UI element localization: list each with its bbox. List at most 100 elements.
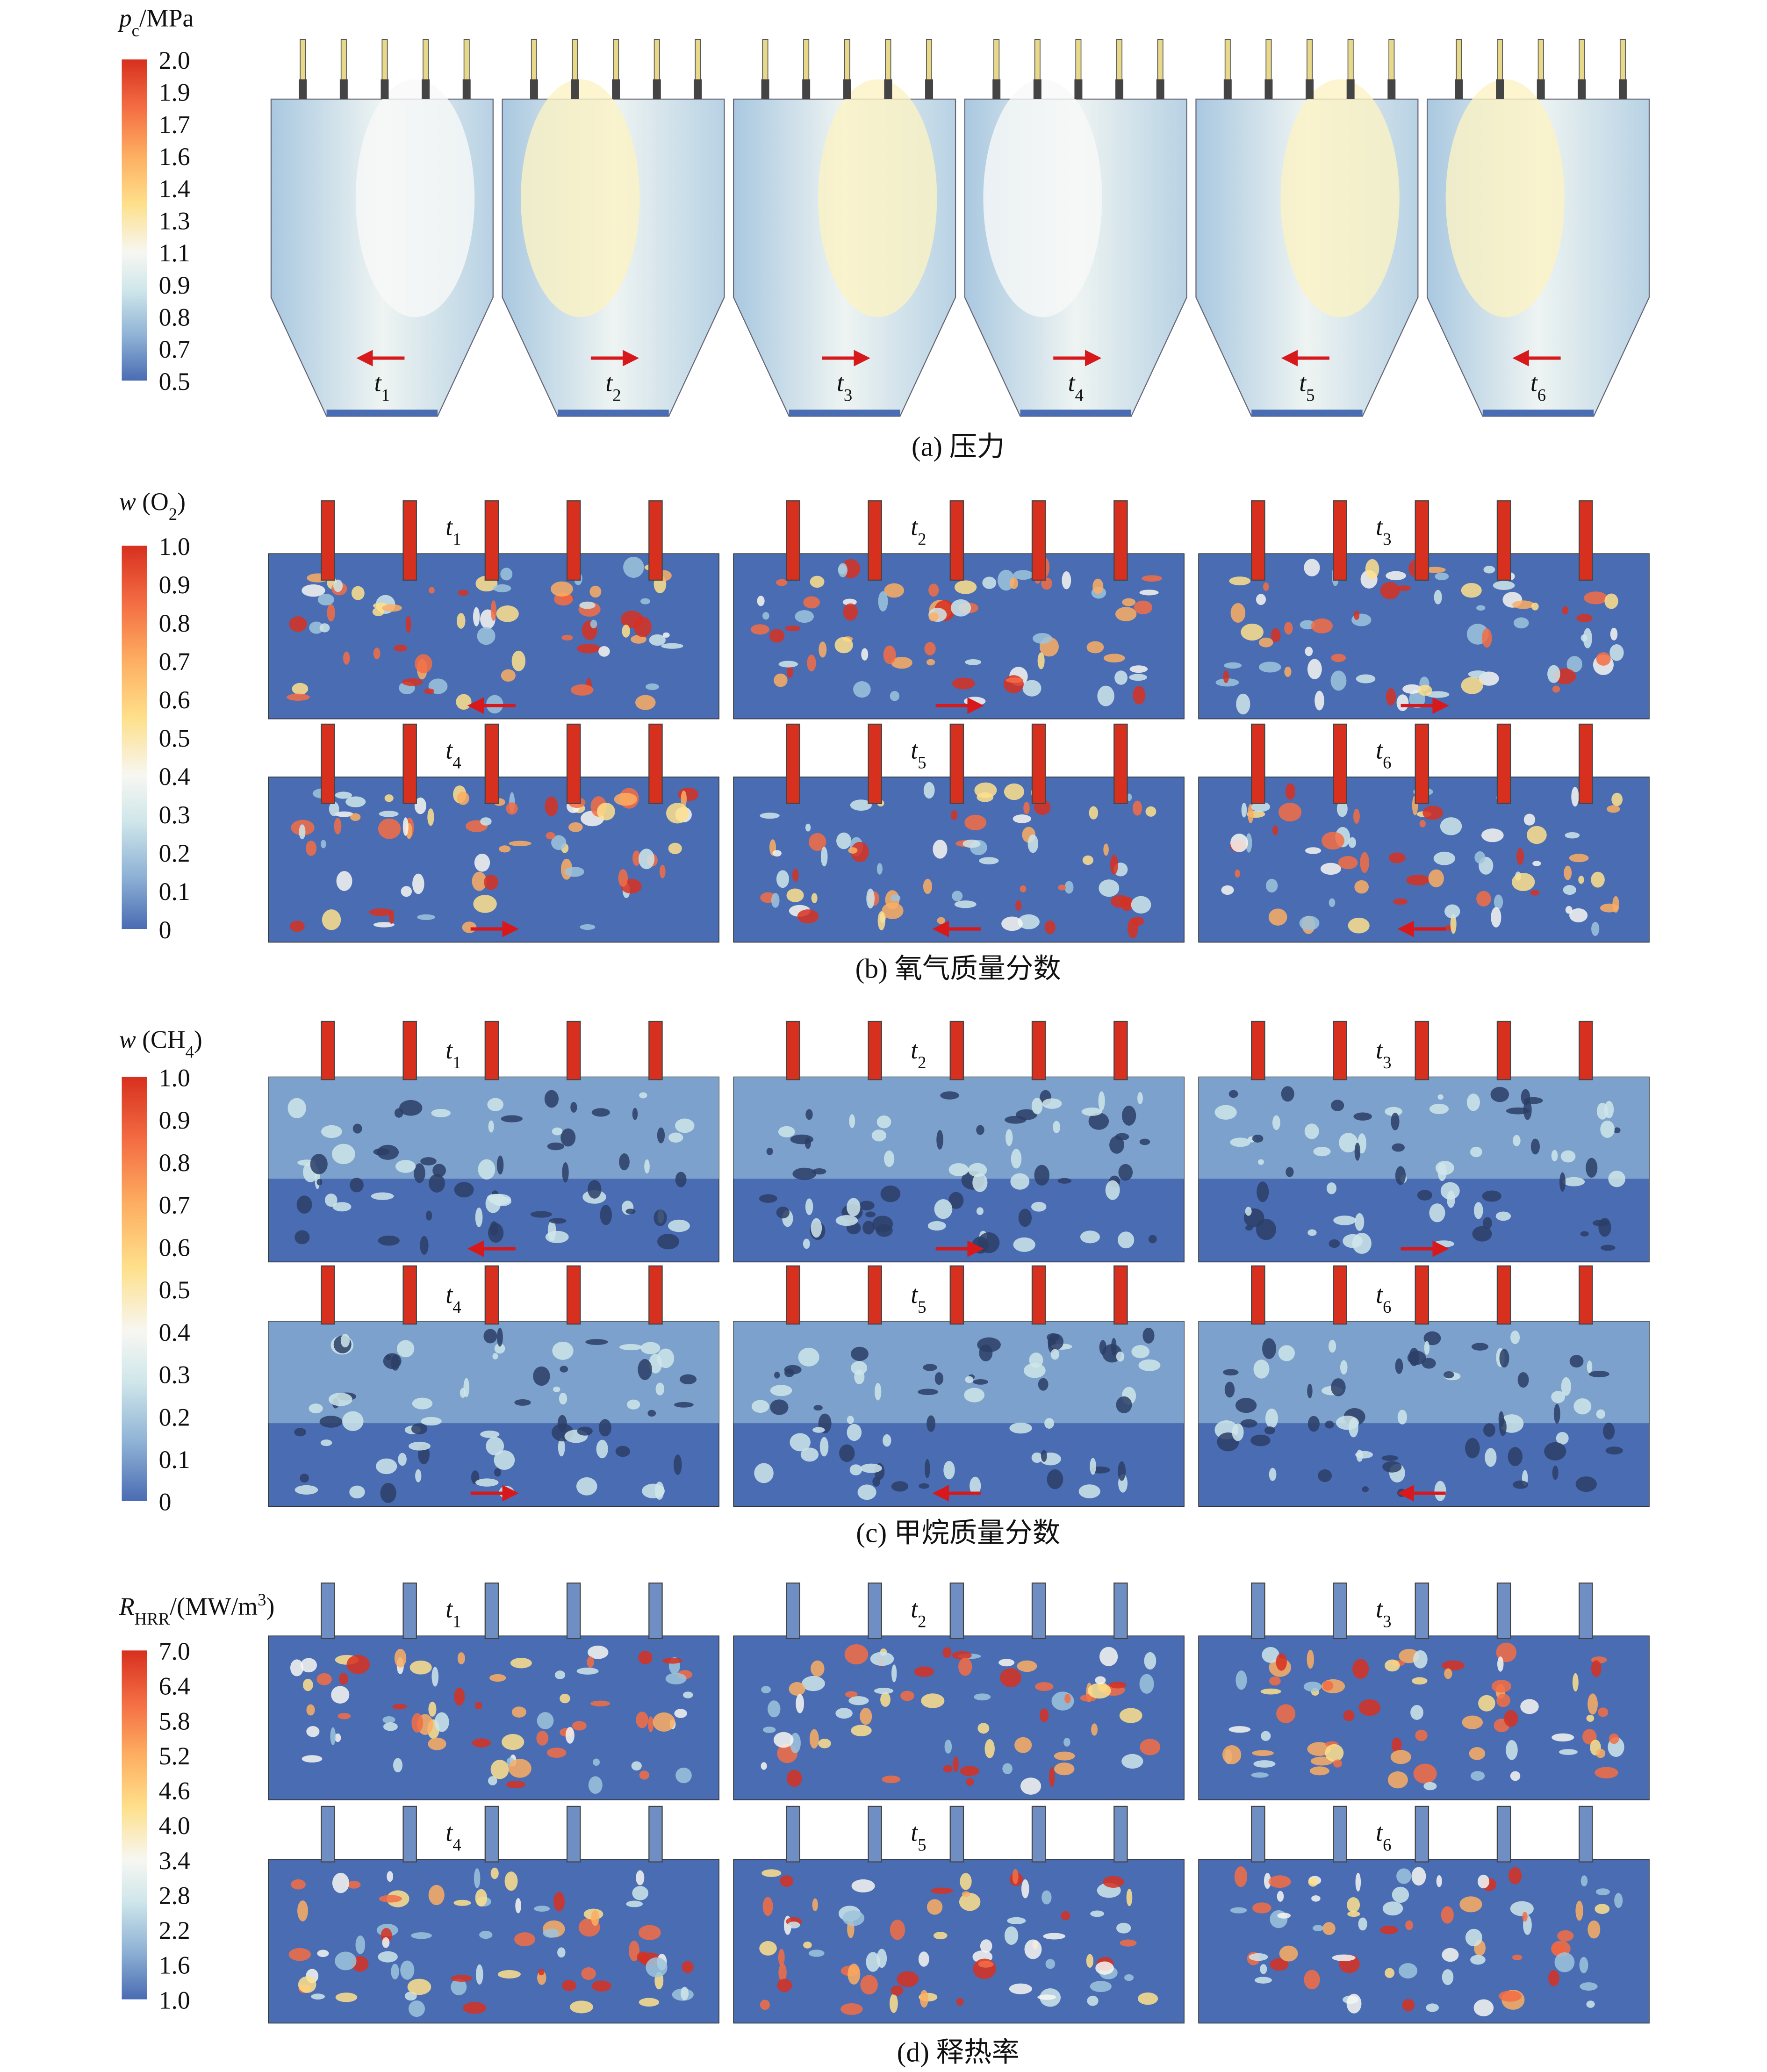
label-part: w bbox=[119, 1025, 136, 1053]
panel-caption: (b) 氧气质量分数 bbox=[855, 953, 1061, 984]
flow-blob bbox=[1012, 1869, 1019, 1885]
flow-blob bbox=[342, 1411, 364, 1432]
flow-blob bbox=[504, 1871, 518, 1891]
flow-blob bbox=[474, 1702, 482, 1710]
flow-blob bbox=[819, 641, 827, 658]
flow-blob bbox=[1437, 1094, 1444, 1100]
flow-blob bbox=[474, 853, 490, 872]
flow-blob bbox=[1595, 1904, 1610, 1914]
flow-blob bbox=[1271, 628, 1281, 642]
label-part: R bbox=[119, 1592, 135, 1620]
flow-blob bbox=[918, 1951, 929, 1967]
flow-blob bbox=[1251, 801, 1271, 812]
flow-blob bbox=[480, 1430, 500, 1438]
flow-blob bbox=[1131, 1345, 1150, 1359]
flow-blob bbox=[979, 857, 999, 864]
flow-blob bbox=[393, 1758, 402, 1773]
flow-blob bbox=[492, 1353, 498, 1360]
flow-blob bbox=[1299, 915, 1320, 931]
flow-blob bbox=[861, 648, 869, 661]
flow-blob bbox=[926, 659, 935, 666]
flow-blob bbox=[973, 1379, 988, 1385]
flow-blob bbox=[636, 1870, 645, 1885]
colorbar-tick-label: 0.1 bbox=[159, 1446, 190, 1474]
injector bbox=[786, 1806, 800, 1863]
flow-blob bbox=[588, 1645, 609, 1659]
flow-blob bbox=[1236, 693, 1250, 715]
field bbox=[290, 1645, 693, 1794]
flow-blob bbox=[936, 1130, 943, 1150]
flow-blob bbox=[1264, 1873, 1271, 1889]
flow-blob bbox=[1062, 571, 1071, 590]
injector bbox=[1031, 1265, 1046, 1325]
flow-blob bbox=[1269, 1468, 1277, 1481]
flow-blob bbox=[457, 791, 469, 805]
flow-blob bbox=[778, 1963, 787, 1982]
flow-blob bbox=[1252, 1135, 1264, 1143]
flow-blob bbox=[1473, 1202, 1483, 1219]
colorbar-tick-label: 0.6 bbox=[159, 1233, 190, 1261]
flow-blob bbox=[1348, 1417, 1358, 1438]
flow-blob bbox=[1548, 1970, 1559, 1986]
flow-blob bbox=[843, 603, 858, 621]
injector bbox=[648, 1021, 663, 1080]
flow-blob bbox=[1483, 1217, 1492, 1230]
flow-blob bbox=[1322, 1922, 1336, 1935]
flow-blob bbox=[884, 1150, 895, 1167]
flow-blob bbox=[760, 2000, 770, 2010]
flow-blob bbox=[544, 1090, 559, 1108]
flow-blob bbox=[1386, 688, 1396, 705]
flow-blob bbox=[1232, 1423, 1244, 1441]
flow-blob bbox=[1423, 1782, 1437, 1791]
flow-blob bbox=[1063, 1738, 1070, 1747]
flow-blob bbox=[1045, 1959, 1056, 1969]
flow-blob bbox=[334, 1733, 341, 1742]
flow-blob bbox=[928, 583, 939, 597]
time-sub: 6 bbox=[1383, 753, 1391, 772]
flow-blob bbox=[376, 1458, 397, 1475]
colorbar-tick-label: 0.4 bbox=[159, 1318, 190, 1346]
flow-blob bbox=[1523, 813, 1536, 826]
flow-blob bbox=[1331, 1378, 1346, 1396]
flow-blob bbox=[754, 1463, 774, 1483]
flow-blob bbox=[377, 1144, 399, 1160]
flow-blob bbox=[1124, 1974, 1134, 1981]
injector bbox=[648, 723, 663, 804]
flow-blob bbox=[681, 790, 687, 807]
flow-blob bbox=[379, 811, 399, 817]
flow-blob bbox=[1027, 835, 1039, 853]
time-base: t bbox=[445, 1818, 453, 1846]
flow-blob bbox=[1081, 1108, 1102, 1116]
flow-blob bbox=[372, 607, 385, 616]
flow-blob bbox=[1557, 1930, 1574, 1942]
colorbar-tick-label: 2.0 bbox=[159, 46, 190, 74]
time-base: t bbox=[445, 1281, 453, 1309]
flow-blob bbox=[369, 908, 393, 916]
flow-blob bbox=[1009, 1983, 1032, 1994]
flow-blob bbox=[1517, 1372, 1529, 1388]
flow-blob bbox=[840, 2003, 863, 2015]
injector bbox=[484, 1806, 499, 1863]
flow-blob bbox=[1307, 1383, 1313, 1398]
flow-blob bbox=[1358, 1699, 1381, 1716]
flow-blob bbox=[900, 1691, 914, 1701]
flow-blob bbox=[1611, 792, 1623, 806]
mixing-layer bbox=[733, 1321, 1185, 1424]
label-part: HRR bbox=[135, 1609, 170, 1628]
flow-blob bbox=[645, 683, 659, 691]
flow-blob bbox=[1442, 1948, 1459, 1962]
flow-blob bbox=[1098, 1091, 1105, 1111]
injector bbox=[1031, 723, 1046, 804]
flow-blob bbox=[960, 1766, 979, 1777]
time-base: t bbox=[911, 513, 918, 541]
flow-blob bbox=[786, 888, 804, 902]
flow-blob bbox=[675, 1767, 692, 1784]
flow-blob bbox=[638, 1925, 661, 1940]
flow-blob bbox=[786, 666, 793, 678]
colorbar-label: pc/MPa bbox=[117, 4, 194, 40]
flow-blob bbox=[1381, 1455, 1399, 1461]
flow-blob bbox=[842, 1910, 865, 1926]
flow-blob bbox=[543, 1928, 560, 1938]
flow-blob bbox=[1017, 1660, 1037, 1672]
field bbox=[760, 782, 1156, 939]
